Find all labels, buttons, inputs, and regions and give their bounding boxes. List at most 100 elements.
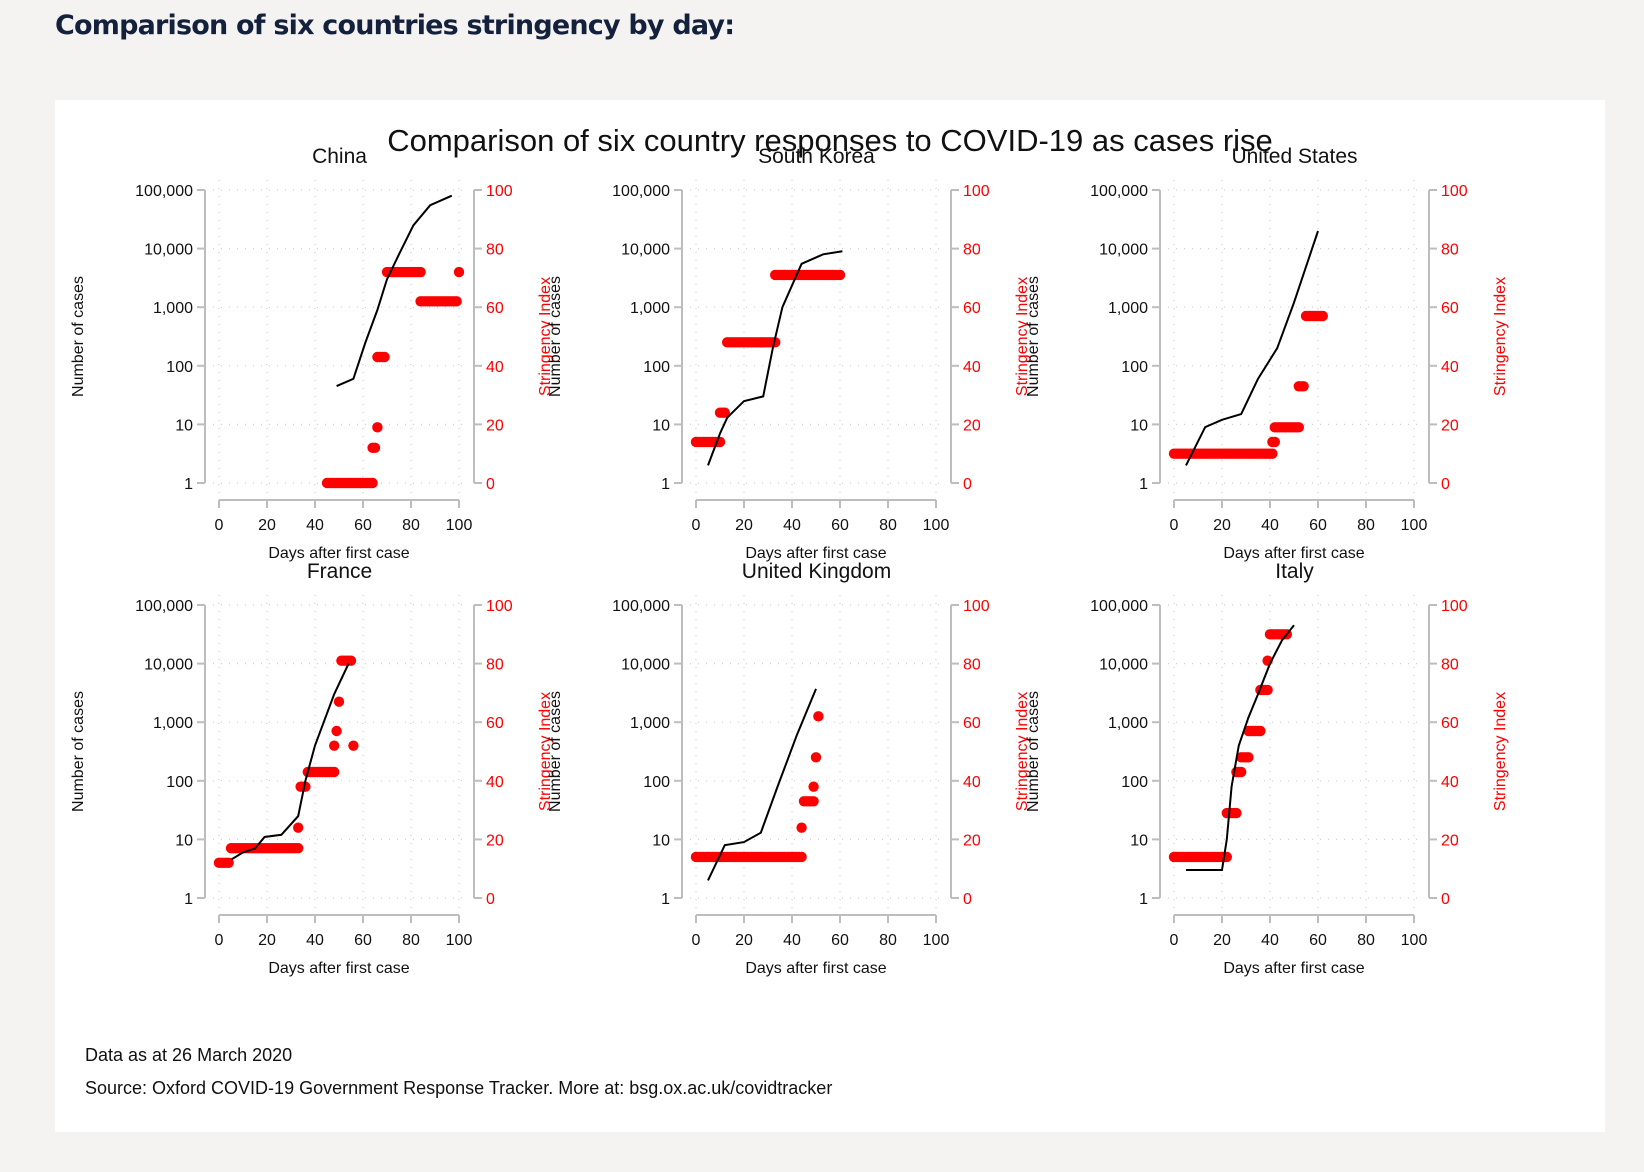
x-tick-label: 60 [354,932,372,949]
y-tick-label-left: 1,000 [1108,300,1148,317]
x-tick-label: 20 [1213,517,1231,534]
panel-united-kingdom: United Kingdom 1 10 100 1,000 10,000 100,000 Nu… [522,560,1042,1025]
stringency-point [1269,436,1280,448]
panel-group: United Kingdom 1 10 100 1,000 10,000 100,000 Nu… [547,560,1031,977]
y-tick-label-right: 80 [963,242,981,259]
stringency-point [333,696,345,707]
y-tick-label-left: 100,000 [1090,598,1148,615]
x-tick-label: 40 [1261,932,1279,949]
y-tick-label-left: 10,000 [1099,657,1148,674]
y-tick-label-left: 100 [1121,359,1148,376]
x-tick-label: 100 [923,932,950,949]
y-tick-label-left: 100 [166,359,193,376]
stringency-point [329,766,340,778]
stringency-point [1255,725,1266,737]
x-axis-label: Days after first case [268,545,409,562]
y-tick-label-right: 100 [963,183,990,200]
panel-title: South Korea [758,145,875,168]
y-tick-label-left: 10 [1130,832,1148,849]
y-tick-label-left: 1,000 [153,715,193,732]
y-axis-label-left: Number of cases [1025,691,1042,812]
x-tick-label: 60 [354,517,372,534]
x-tick-label: 80 [1357,517,1375,534]
stringency-point [813,711,824,722]
panel-group: France 1 10 100 1,000 10,000 100,000 Number of … [70,560,554,977]
y-tick-label-right: 20 [1441,832,1459,849]
x-tick-label: 0 [215,932,224,949]
y-tick-label-left: 10,000 [144,657,193,674]
y-axis-label-right: Stringency Index [537,692,554,811]
x-tick-label: 20 [1213,932,1231,949]
stringency-point [372,422,383,433]
stringency-point [1293,422,1304,433]
cases-line [707,250,843,466]
x-tick-label: 100 [446,517,473,534]
y-tick-label-right: 100 [1441,598,1468,615]
cases-line [230,663,350,861]
x-tick-label: 100 [1401,517,1428,534]
stringency-point [1231,807,1242,819]
y-tick-label-left: 10 [652,832,670,849]
panel-france: France 1 10 100 1,000 10,000 100,000 Number of … [45,560,565,1025]
chart-title: Comparison of six country responses to C… [387,123,1273,158]
y-tick-label-left: 100,000 [612,183,670,200]
stringency-point [379,351,390,363]
stringency-point [293,842,304,854]
panel-title: France [307,560,372,583]
y-tick-label-right: 60 [486,715,504,732]
x-tick-label: 20 [258,517,276,534]
x-tick-label: 80 [402,932,420,949]
y-tick-label-right: 40 [486,359,504,376]
panel-svg: South Korea 1 10 100 1,000 10,000 100,000 Numbe… [547,145,1031,562]
y-tick-label-left: 100,000 [612,598,670,615]
panel-south-korea: South Korea 1 10 100 1,000 10,000 100,000 Numbe… [522,145,1042,610]
chart-card: Comparison of six country responses to C… [55,100,1605,1132]
x-tick-label: 60 [1309,932,1327,949]
panel-svg: United Kingdom 1 10 100 1,000 10,000 100,000 Nu… [547,560,1031,977]
x-axis-label: Days after first case [1223,545,1364,562]
x-tick-label: 0 [215,517,224,534]
x-tick-label: 0 [692,932,701,949]
y-axis-label-right: Stringency Index [1014,277,1031,396]
panel-italy: Italy 1 10 100 1,000 10,000 100,000 Number of c… [1000,560,1520,1025]
stringency-point [796,851,807,863]
y-tick-label-right: 0 [486,476,495,493]
x-tick-label: 0 [1170,932,1179,949]
x-tick-label: 100 [923,517,950,534]
x-tick-label: 20 [735,517,753,534]
y-tick-label-left: 100 [166,774,193,791]
x-tick-label: 80 [1357,932,1375,949]
panel-title: Italy [1275,560,1314,583]
y-tick-label-left: 1 [184,476,193,493]
stringency-point [1317,310,1328,322]
y-axis-label-right: Stringency Index [1492,692,1509,811]
stringency-point [796,822,807,833]
stringency-point [345,655,357,666]
y-tick-label-left: 100,000 [135,598,193,615]
y-tick-label-right: 100 [1441,183,1468,200]
y-tick-label-right: 80 [1441,657,1459,674]
y-tick-label-right: 20 [963,832,981,849]
y-tick-label-left: 1 [1139,476,1148,493]
y-tick-label-left: 1 [661,476,670,493]
stringency-point [369,442,381,454]
x-tick-label: 40 [1261,517,1279,534]
y-tick-label-left: 10 [652,417,670,434]
y-tick-label-left: 10,000 [1099,242,1148,259]
y-tick-label-right: 0 [1441,476,1450,493]
stringency-point [348,740,359,751]
stringency-point [367,477,378,489]
panel-group: Italy 1 10 100 1,000 10,000 100,000 Number of c… [1025,560,1509,977]
y-tick-label-right: 60 [1441,300,1459,317]
stringency-point [808,796,819,807]
y-tick-label-right: 0 [963,476,972,493]
y-tick-label-right: 40 [1441,774,1459,791]
y-tick-label-right: 40 [486,774,504,791]
stringency-point [1298,381,1309,392]
panel-china: China 1 10 100 1,000 10,000 100,000 Number of c… [45,145,565,610]
y-axis-label-left: Number of cases [70,691,87,812]
panel-svg: Italy 1 10 100 1,000 10,000 100,000 Number of c… [1025,560,1509,977]
y-tick-label-right: 20 [486,417,504,434]
x-axis-label: Days after first case [268,960,409,977]
y-tick-label-left: 1 [661,891,670,908]
